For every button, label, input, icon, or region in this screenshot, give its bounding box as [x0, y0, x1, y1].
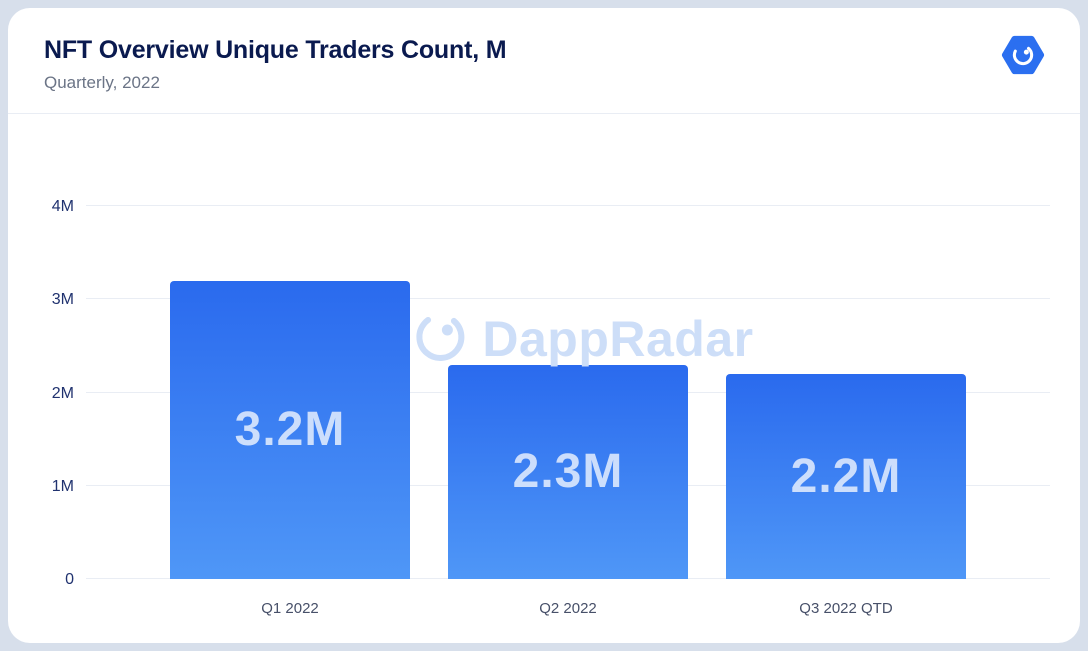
y-tick-label: 0 [65, 571, 74, 588]
y-tick-label: 3M [51, 291, 74, 309]
y-tick-label: 2M [51, 384, 74, 402]
bar: 2.3M [448, 364, 688, 579]
bar-value-label: 2.3M [512, 445, 624, 499]
y-tick-label: 4M [51, 198, 74, 215]
plot-area: 0 1M 2M 3M 4M 3.2M 2.3M 2.2M [52, 198, 1050, 588]
bars-row: 3.2M 2.3M 2.2M [86, 206, 1050, 579]
page-subtitle: Quarterly, 2022 [44, 73, 160, 92]
gridline [86, 205, 1050, 206]
bar: 3.2M [170, 280, 410, 579]
x-tick-label: Q1 2022 [261, 600, 319, 617]
x-tick-label: Q3 2022 QTD [799, 600, 893, 617]
chart-card: NFT Overview Unique Traders Count, M Qua… [8, 8, 1080, 643]
gridline [86, 298, 1050, 300]
x-axis-labels: Q1 2022 Q2 2022 Q3 2022 QTD [86, 600, 1050, 617]
x-tick-label: Q2 2022 [539, 600, 597, 617]
bar: 2.2M [726, 373, 966, 579]
y-tick-label: 1M [51, 477, 74, 495]
bar-value-label: 2.2M [790, 449, 902, 503]
bar-value-label: 3.2M [234, 403, 346, 457]
chart-header: NFT Overview Unique Traders Count, M Qua… [8, 8, 1080, 114]
dappradar-logo-icon [1000, 32, 1046, 78]
page-title: NFT Overview Unique Traders Count, M [44, 36, 507, 64]
chart-area: DappRadar 0 1M 2M 3M 4M 3.2M 2.3M 2.2M Q1 2022… [8, 114, 1080, 643]
